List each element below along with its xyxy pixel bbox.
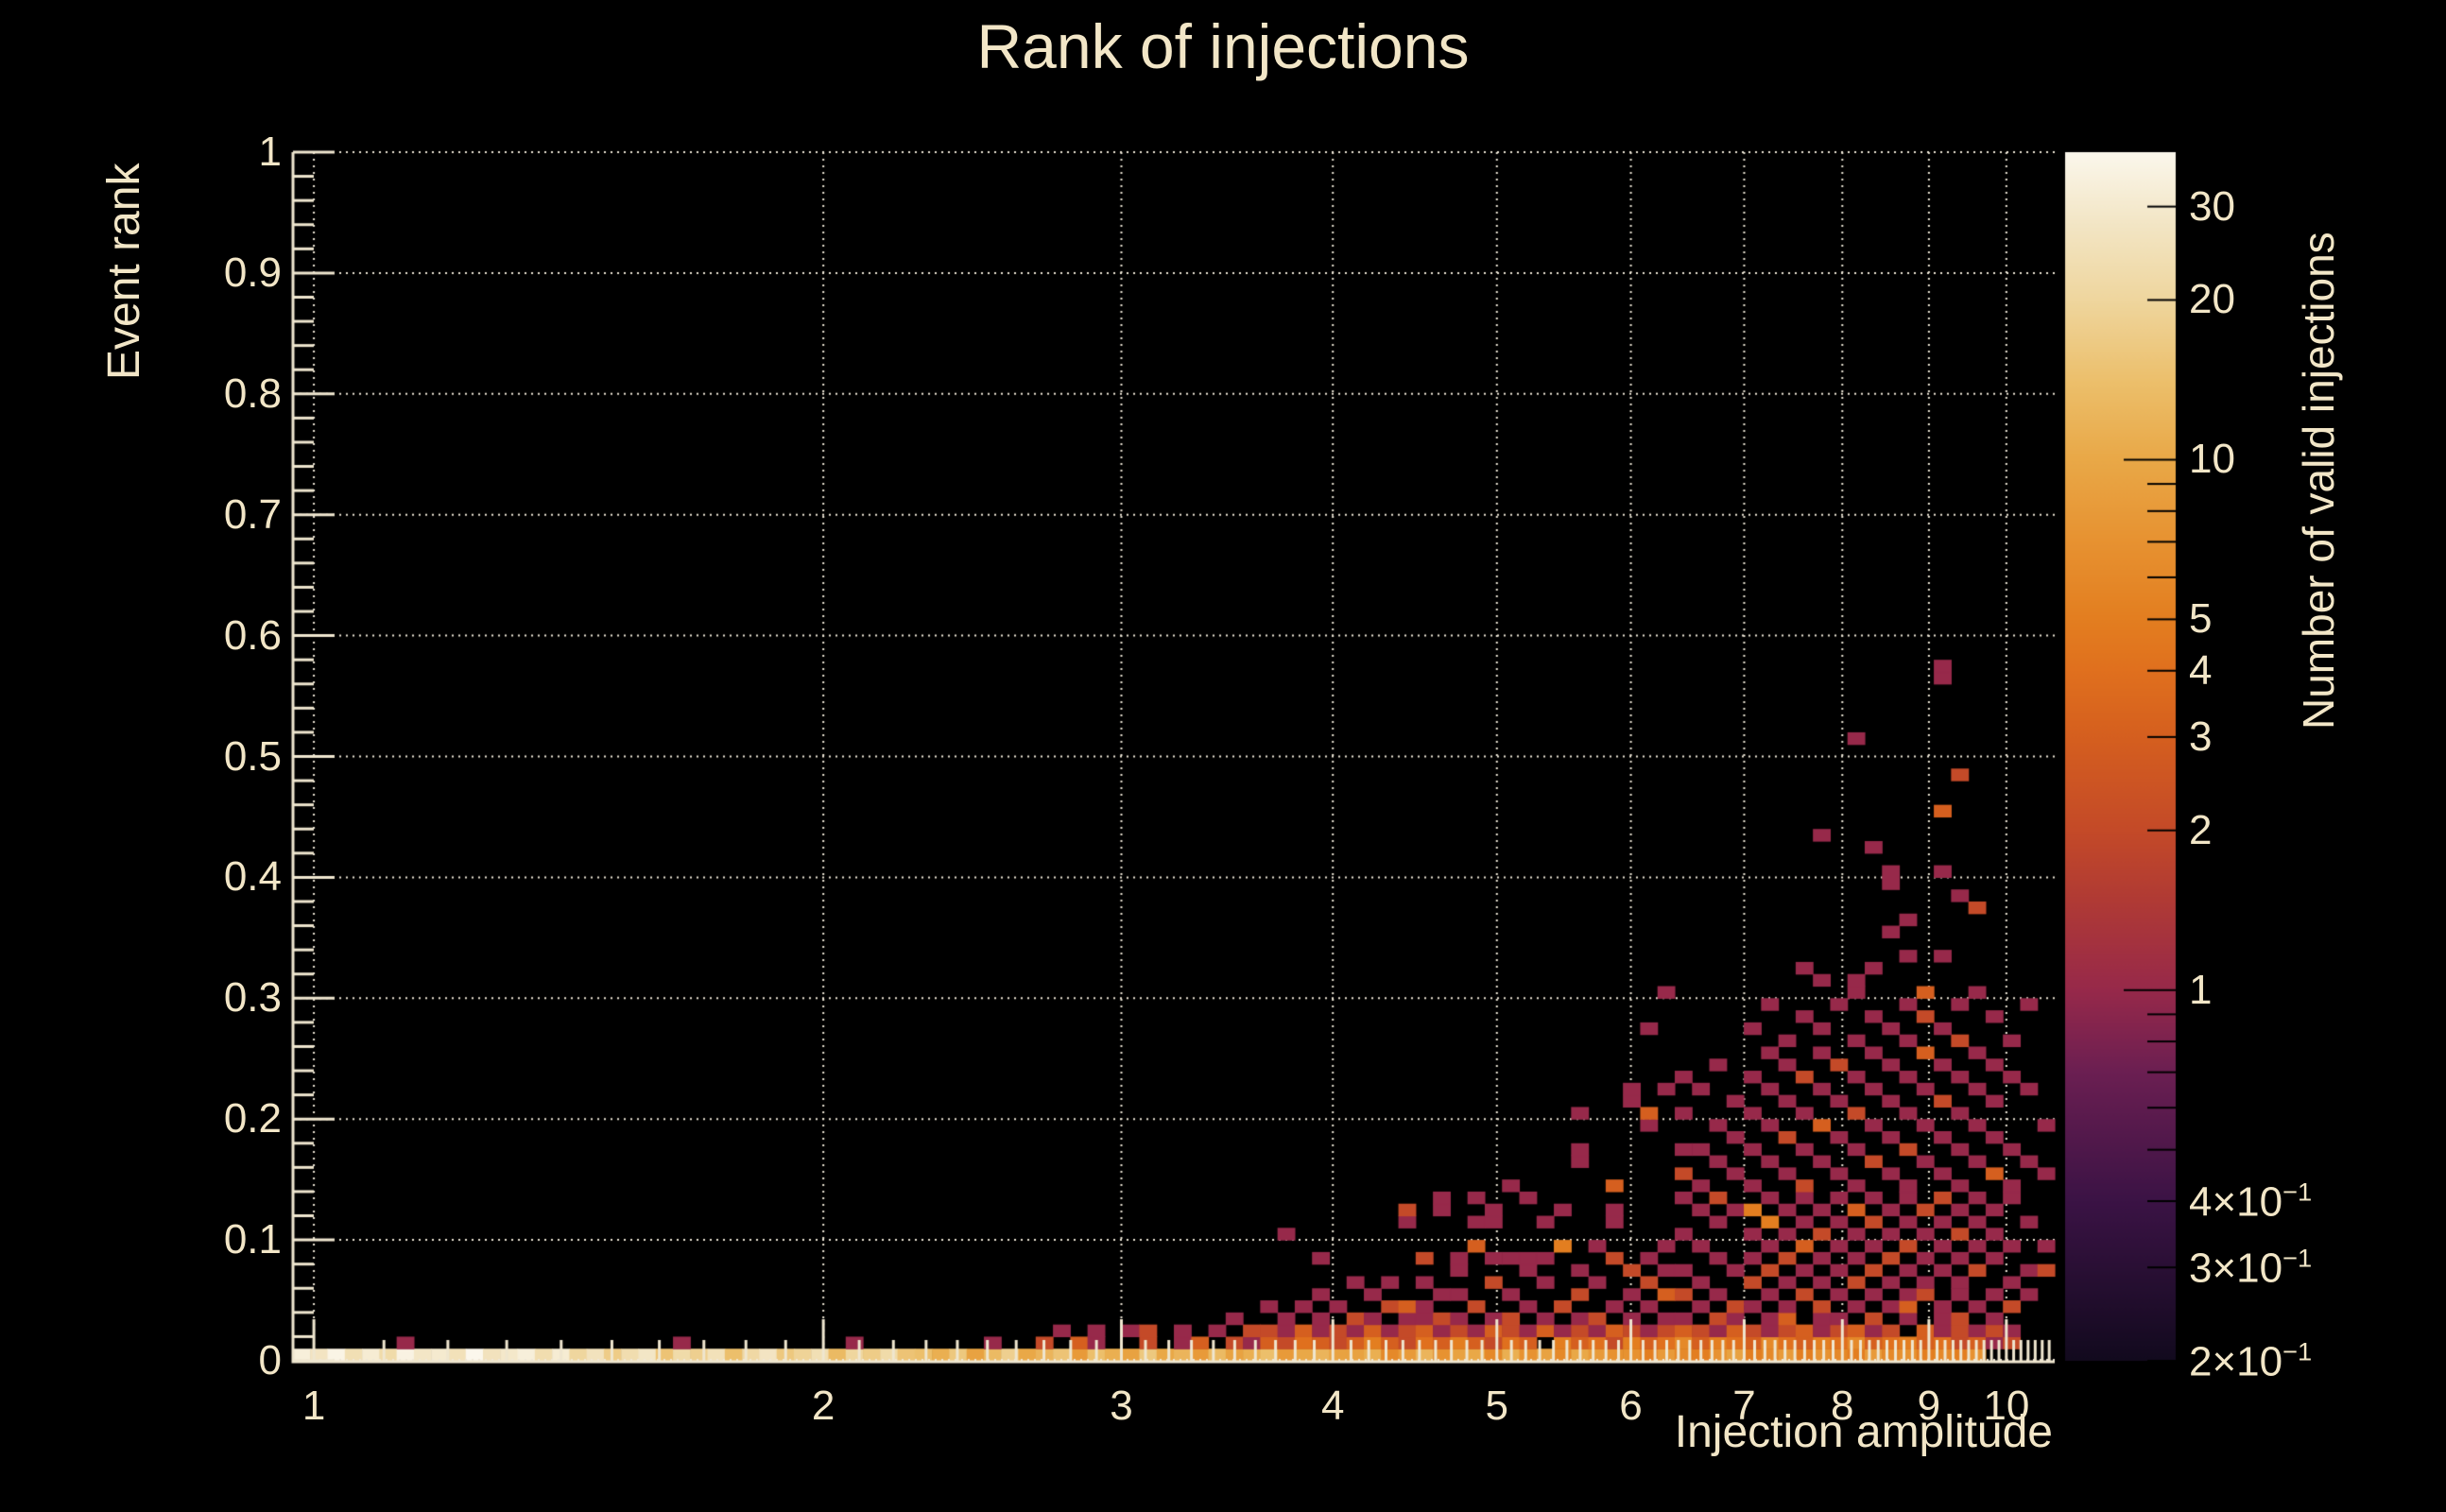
colorbar-tick-label: 20	[2189, 276, 2235, 323]
colorbar-tick-label: 3×10−1	[2189, 1243, 2313, 1292]
y-tick-label: 0.6	[223, 611, 282, 659]
x-tick-label: 7	[1732, 1383, 1756, 1429]
colorbar-title: Number of valid injections	[2294, 232, 2343, 730]
x-axis-title: Injection amplitude	[1674, 1407, 2053, 1457]
colorbar-tick-label: 4×10−1	[2189, 1177, 2313, 1226]
colorbar-tick-label: 1	[2189, 966, 2213, 1013]
x-tick-label: 8	[1831, 1383, 1854, 1429]
x-tick-label: 1	[301, 1383, 326, 1429]
x-tick-label: 4	[1320, 1383, 1345, 1429]
y-tick-label: 0.5	[223, 732, 282, 780]
x-tick-label: 3	[1110, 1383, 1133, 1429]
y-axis-title: Event rank	[99, 163, 149, 380]
y-tick-label: 0.4	[223, 853, 282, 901]
colorbar-tick-label: 2×10−1	[2189, 1336, 2313, 1385]
x-tick-label: 10	[1983, 1383, 2030, 1429]
colorbar-tick-label: 2	[2189, 806, 2213, 853]
x-tick-label: 2	[811, 1383, 835, 1429]
colorbar-tick-label: 5	[2189, 595, 2213, 643]
y-tick-label: 0	[258, 1337, 282, 1383]
y-tick-label: 0.3	[223, 974, 282, 1022]
y-tick-label: 0.7	[223, 490, 282, 538]
y-tick-label: 0.8	[223, 369, 282, 417]
x-tick-label: 6	[1619, 1383, 1643, 1429]
colorbar-tick-label: 3	[2189, 713, 2213, 760]
y-tick-label: 0.2	[223, 1095, 282, 1143]
x-tick-label: 5	[1485, 1383, 1508, 1429]
y-tick-label: 0.1	[223, 1216, 282, 1263]
x-tick-label: 9	[1917, 1383, 1941, 1429]
y-tick-label: 0.9	[223, 249, 282, 296]
colorbar-tick-label: 10	[2189, 436, 2235, 483]
page-title: Rank of injections	[976, 11, 1470, 81]
y-tick-label: 1	[258, 129, 282, 175]
colorbar-tick-label: 4	[2189, 646, 2213, 694]
colorbar-tick-label: 30	[2189, 182, 2235, 230]
